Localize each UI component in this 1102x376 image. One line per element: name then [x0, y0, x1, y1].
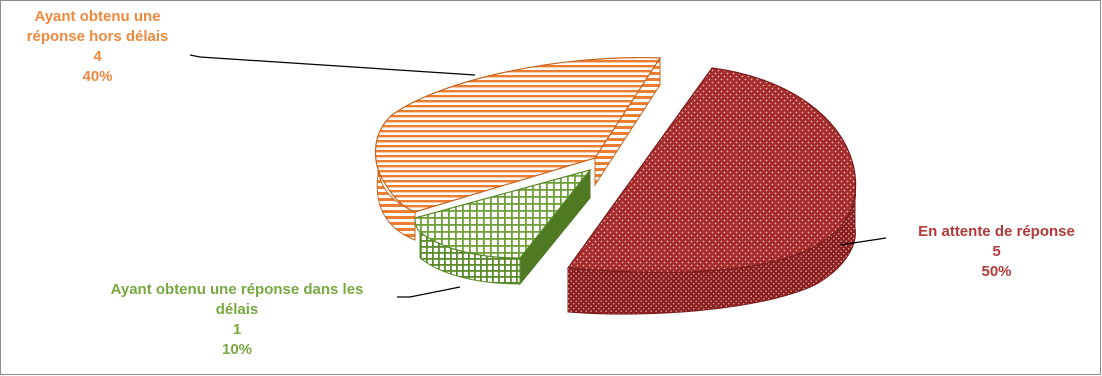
slice-2-label-line-2: délais — [215, 301, 259, 318]
leader-line-red — [839, 237, 887, 246]
leader-line-green — [397, 286, 461, 298]
leader-lines — [189, 54, 887, 298]
slice-3-value: 5 — [992, 243, 1001, 260]
slice-1-label-line-2: réponse hors délais — [26, 28, 169, 45]
slice-3-label-line-1: En attente de réponse — [918, 223, 1075, 240]
data-label-slice-1: Ayant obtenu une réponse hors délais 4 4… — [0, 7, 195, 87]
data-label-slice-3: En attente de réponse 5 50% — [893, 222, 1100, 282]
slice-2-value: 1 — [232, 321, 242, 338]
pie-slice-3 — [566, 67, 857, 315]
slice-2-percent: 10% — [221, 341, 253, 358]
slice-1-label-line-1: Ayant obtenu une — [34, 8, 161, 25]
data-label-slice-2: Ayant obtenu une réponse dans les délais… — [74, 280, 400, 360]
slice-1-value: 4 — [93, 48, 102, 65]
slice-3-percent: 50% — [981, 263, 1012, 280]
pie-slice-2 — [414, 168, 592, 286]
leader-line-orange — [189, 54, 476, 76]
pie-slice-1 — [374, 56, 662, 241]
slice-1-percent: 40% — [82, 68, 113, 85]
slice-2-label-line-1: Ayant obtenu une réponse dans les — [110, 281, 364, 298]
